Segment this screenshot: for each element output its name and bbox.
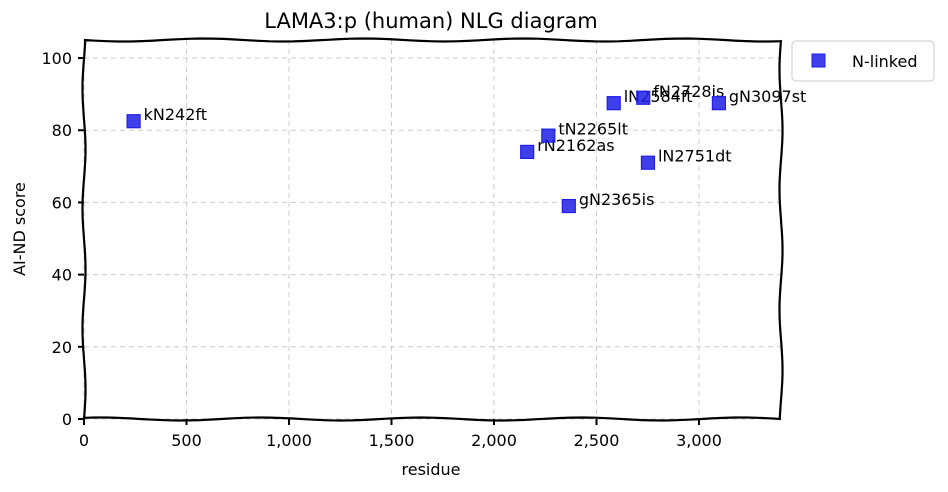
y-tick-label: 20 bbox=[52, 338, 72, 357]
x-tick-label: 1,500 bbox=[369, 431, 415, 450]
data-points: kN242ftrN2162astN2265ltgN2365islN2584ftf… bbox=[126, 82, 806, 214]
data-point bbox=[636, 90, 651, 105]
y-tick-label: 80 bbox=[52, 121, 72, 140]
legend-marker bbox=[811, 53, 826, 68]
x-axis: 0 500 1,000 1,500 2,000 2,500 3,000 bbox=[79, 419, 722, 450]
plot-frame bbox=[81, 37, 784, 422]
data-point bbox=[711, 96, 726, 111]
y-axis: 0 20 40 60 80 100 bbox=[41, 49, 84, 429]
x-tick-label: 0 bbox=[79, 431, 89, 450]
chart-title: LAMA3:p (human) NLG diagram bbox=[264, 9, 597, 33]
y-tick-label: 100 bbox=[41, 49, 72, 68]
x-tick-label: 2,000 bbox=[471, 431, 517, 450]
data-point-label: tN2265lt bbox=[558, 120, 628, 139]
x-tick-label: 1,000 bbox=[266, 431, 312, 450]
data-point bbox=[126, 114, 141, 129]
y-axis-label: AI-ND score bbox=[10, 182, 29, 276]
grid bbox=[83, 40, 781, 420]
x-tick-label: 2,500 bbox=[574, 431, 620, 450]
data-point bbox=[520, 144, 535, 159]
y-tick-label: 0 bbox=[62, 410, 72, 429]
legend: N-linked bbox=[791, 40, 935, 82]
data-point-label: gN3097st bbox=[729, 87, 806, 106]
x-axis-label: residue bbox=[402, 460, 461, 479]
data-point-label: kN242ft bbox=[144, 105, 207, 124]
data-point bbox=[541, 128, 556, 143]
legend-box bbox=[791, 40, 935, 82]
data-point-label: rN2162as bbox=[537, 136, 614, 155]
y-tick-label: 60 bbox=[52, 193, 72, 212]
y-tick-label: 40 bbox=[52, 266, 72, 285]
data-point-label: gN2365is bbox=[579, 190, 655, 209]
data-point bbox=[561, 198, 576, 214]
data-point bbox=[640, 155, 656, 170]
data-point-label: lN2751dt bbox=[658, 147, 732, 166]
data-point-label: fN2728is bbox=[653, 82, 724, 101]
legend-label: N-linked bbox=[852, 52, 917, 71]
data-point bbox=[606, 96, 621, 111]
x-tick-label: 500 bbox=[171, 431, 202, 450]
x-tick-label: 3,000 bbox=[676, 431, 722, 450]
